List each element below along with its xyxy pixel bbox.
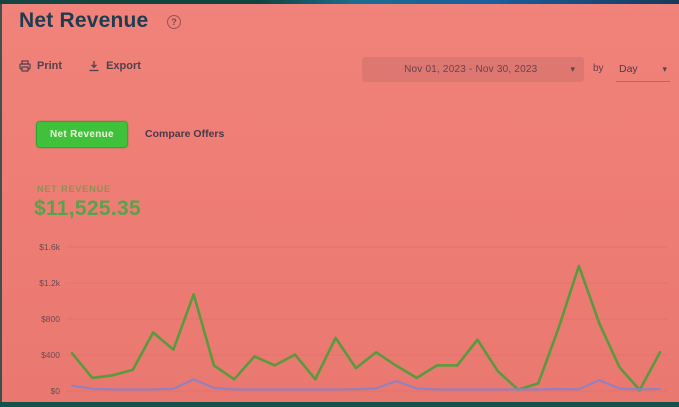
help-icon[interactable]: ?	[167, 15, 181, 29]
y-axis-tick-label: $0	[50, 386, 60, 396]
tab-net-revenue-label: Net Revenue	[50, 129, 114, 140]
metric-value: $11,525.35	[34, 197, 141, 220]
y-axis-tick-label: $1.2k	[39, 278, 60, 288]
chart-line-secondary-metric	[71, 378, 661, 391]
window-bottom-edge	[0, 402, 679, 407]
tab-compare-offers-label: Compare Offers	[145, 128, 225, 140]
page-title: Net Revenue	[19, 9, 149, 32]
metric-label: NET REVENUE	[37, 184, 111, 194]
y-axis-tick-label: $800	[41, 314, 60, 324]
window-left-edge	[0, 0, 2, 407]
by-label: by	[593, 63, 604, 74]
tab-net-revenue[interactable]: Net Revenue	[36, 121, 128, 148]
date-range-value: Nov 01, 2023 - Nov 30, 2023	[404, 64, 538, 75]
granularity-select[interactable]: Day ▾	[616, 57, 670, 82]
print-button[interactable]: Print	[19, 60, 62, 72]
tab-compare-offers[interactable]: Compare Offers	[145, 128, 224, 140]
chart-y-axis: $1.6k $1.2k $800 $400 $0	[0, 0, 60, 407]
export-button[interactable]: Export	[88, 60, 141, 72]
print-label: Print	[37, 60, 63, 72]
printer-icon	[19, 60, 31, 72]
download-icon	[88, 60, 100, 72]
granularity-value: Day	[619, 63, 638, 75]
chevron-down-icon: ▾	[570, 64, 575, 74]
y-axis-tick-label: $400	[41, 350, 60, 360]
chart-line-net-revenue	[70, 264, 662, 392]
chevron-down-icon: ▾	[662, 63, 667, 74]
y-axis-tick-label: $1.6k	[39, 242, 60, 252]
toolbar: Print Export	[19, 60, 141, 72]
window-top-edge	[0, 0, 679, 4]
date-range-select[interactable]: Nov 01, 2023 - Nov 30, 2023 ▾	[362, 57, 584, 82]
export-label: Export	[106, 60, 141, 72]
